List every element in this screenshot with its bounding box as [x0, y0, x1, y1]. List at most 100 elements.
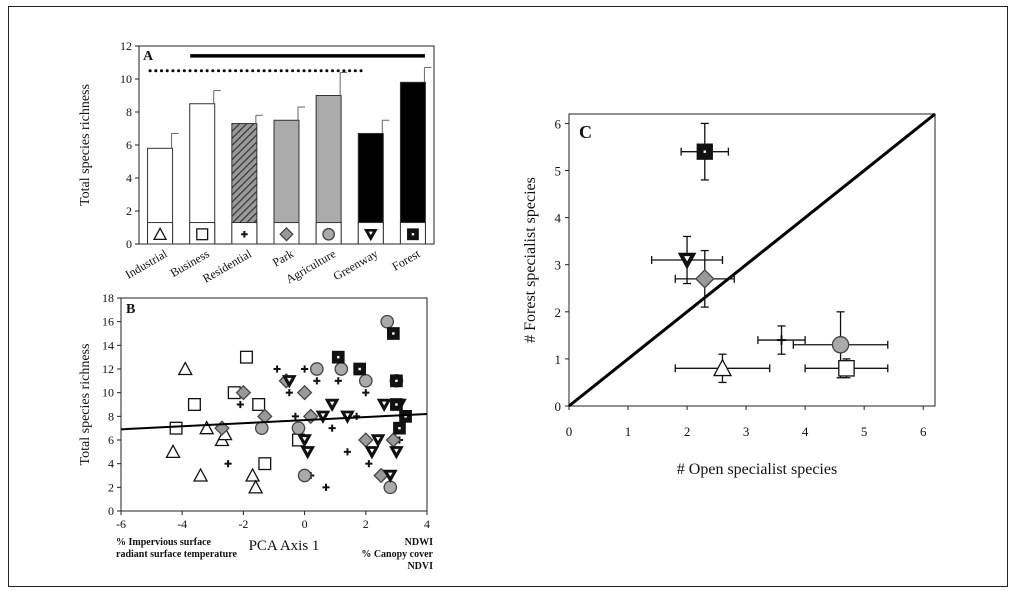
- point-diamond: [302, 408, 319, 425]
- point-plus: [334, 377, 342, 385]
- bar-symbol-square: [196, 228, 209, 241]
- bar-forest: [399, 81, 426, 245]
- panel-c-y-tick-label: 0: [555, 399, 562, 414]
- point-diamond: [235, 384, 252, 401]
- panel-c-x-tick-label: 6: [920, 424, 927, 439]
- panel-a-y-tick-label: 10: [120, 72, 132, 86]
- panel-b-left-annotation: % Impervious surface: [116, 537, 212, 548]
- x-category-label: Park: [270, 246, 296, 269]
- panel-b-right-annotation: % Canopy cover: [361, 549, 433, 560]
- panel-b-y-tick-label: 12: [102, 362, 114, 376]
- panel-b-x-tick-label: -4: [177, 517, 187, 531]
- bar-symbol-triangle: [152, 226, 168, 241]
- point-circle: [380, 314, 395, 329]
- mean-point-circle: [831, 336, 850, 354]
- bar-agriculture: [315, 95, 342, 245]
- panel-b-x-tick-label: 0: [302, 517, 308, 531]
- point-triangle: [192, 467, 209, 482]
- panel-c-x-tick-label: 3: [743, 424, 750, 439]
- panel-a: 0 2 4 6 8 10 12 Total species richness A Industri…: [78, 39, 435, 286]
- panel-a-y-tick-label: 4: [126, 171, 132, 185]
- point-square-filled: [393, 421, 406, 435]
- point-triangle: [244, 467, 261, 482]
- point-square: [187, 397, 201, 411]
- point-triangle-down: [376, 398, 392, 413]
- point-triangle: [177, 361, 193, 376]
- point-square-filled: [399, 409, 412, 423]
- point-plus: [291, 412, 299, 420]
- panel-b-x-axis-label: PCA Axis 1: [249, 538, 320, 554]
- panel-b-left-annotation: radiant surface temperature: [116, 549, 237, 560]
- point-circle: [310, 362, 324, 376]
- panel-c: 0 1 2 3 4 5 6 0 1 2 3 4 5 6 # Forest specialist specie…: [522, 112, 936, 478]
- panel-c-letter: C: [579, 122, 592, 142]
- panel-b-y-tick-label: 10: [102, 386, 114, 400]
- panel-c-x-tick-label: 2: [684, 424, 691, 439]
- panel-c-plot-frame: [568, 113, 936, 407]
- point-circle: [254, 421, 269, 435]
- point-plus: [313, 377, 321, 385]
- point-square: [258, 457, 272, 471]
- point-square-filled: [353, 362, 367, 376]
- panel-b: 0 2 4 6 8 10 12 14 16 18 -6 -4 -2 0 2 4 Total species ri…: [78, 291, 434, 572]
- point-diamond: [358, 432, 374, 448]
- point-triangle-down: [300, 446, 316, 460]
- point-plus: [273, 365, 281, 373]
- mean-point-diamond: [694, 268, 715, 289]
- point-triangle-down: [324, 398, 340, 413]
- point-square: [169, 421, 183, 435]
- point-square: [239, 350, 253, 364]
- panel-b-y-tick-label: 8: [108, 409, 114, 423]
- point-plus: [322, 483, 330, 491]
- panel-a-y-axis-label: Total species richness: [78, 84, 93, 206]
- point-diamond: [385, 432, 402, 448]
- panel-c-x-tick-label: 4: [802, 424, 809, 439]
- panel-a-y-tick-label: 0: [126, 237, 132, 251]
- point-plus: [285, 389, 293, 397]
- point-circle: [291, 421, 306, 435]
- point-plus: [236, 400, 244, 409]
- point-square: [252, 397, 266, 411]
- panel-b-y-tick-label: 16: [102, 315, 114, 329]
- point-triangle-down: [382, 469, 398, 484]
- panel-b-x-tick-label: -2: [238, 517, 248, 531]
- bar-symbol-square-filled: [407, 228, 419, 241]
- panel-a-y-tick-label: 12: [120, 39, 132, 53]
- bar-symbol-plus: [241, 230, 248, 238]
- x-category-label: Industrial: [123, 246, 170, 281]
- panel-c-x-tick-label: 0: [566, 424, 573, 439]
- mean-point-triangle: [712, 358, 733, 377]
- point-triangle-down: [315, 410, 331, 424]
- figure-frame: 0 2 4 6 8 10 12 Total species richness A Industri…: [8, 6, 1008, 587]
- x-category-label: Residential: [200, 246, 254, 285]
- bar-symbol-circle: [322, 227, 335, 241]
- point-plus: [301, 365, 309, 373]
- point-triangle-down: [281, 375, 297, 389]
- x-category-label: Forest: [389, 246, 423, 273]
- panel-c-y-tick-label: 2: [555, 305, 562, 320]
- point-plus: [353, 412, 361, 420]
- point-square-filled: [331, 350, 345, 364]
- point-plus: [224, 460, 232, 468]
- panel-a-letter: A: [143, 49, 154, 64]
- panel-b-y-tick-label: 14: [102, 338, 114, 352]
- point-plus: [343, 448, 352, 456]
- point-plus: [365, 460, 373, 468]
- panel-b-plot-frame: [120, 297, 428, 512]
- point-square-filled: [386, 327, 400, 340]
- point-diamond: [296, 384, 313, 401]
- panel-b-x-tick-label: 2: [363, 517, 369, 531]
- bar-business: [189, 103, 216, 245]
- panel-b-y-tick-label: 0: [108, 504, 114, 518]
- point-triangle: [165, 443, 181, 459]
- mean-point-triangle-down: [677, 252, 697, 270]
- panel-c-y-tick-label: 5: [555, 164, 562, 179]
- point-plus: [328, 424, 336, 432]
- mean-point-square: [838, 360, 855, 377]
- mean-point-plus: [776, 335, 787, 345]
- panel-c-x-tick-label: 5: [861, 424, 868, 439]
- point-square-filled: [390, 398, 403, 411]
- bar-symbol-triangle-down: [363, 228, 378, 242]
- panel-b-y-tick-label: 2: [108, 480, 114, 494]
- panel-b-x-tick-label: 4: [424, 517, 430, 531]
